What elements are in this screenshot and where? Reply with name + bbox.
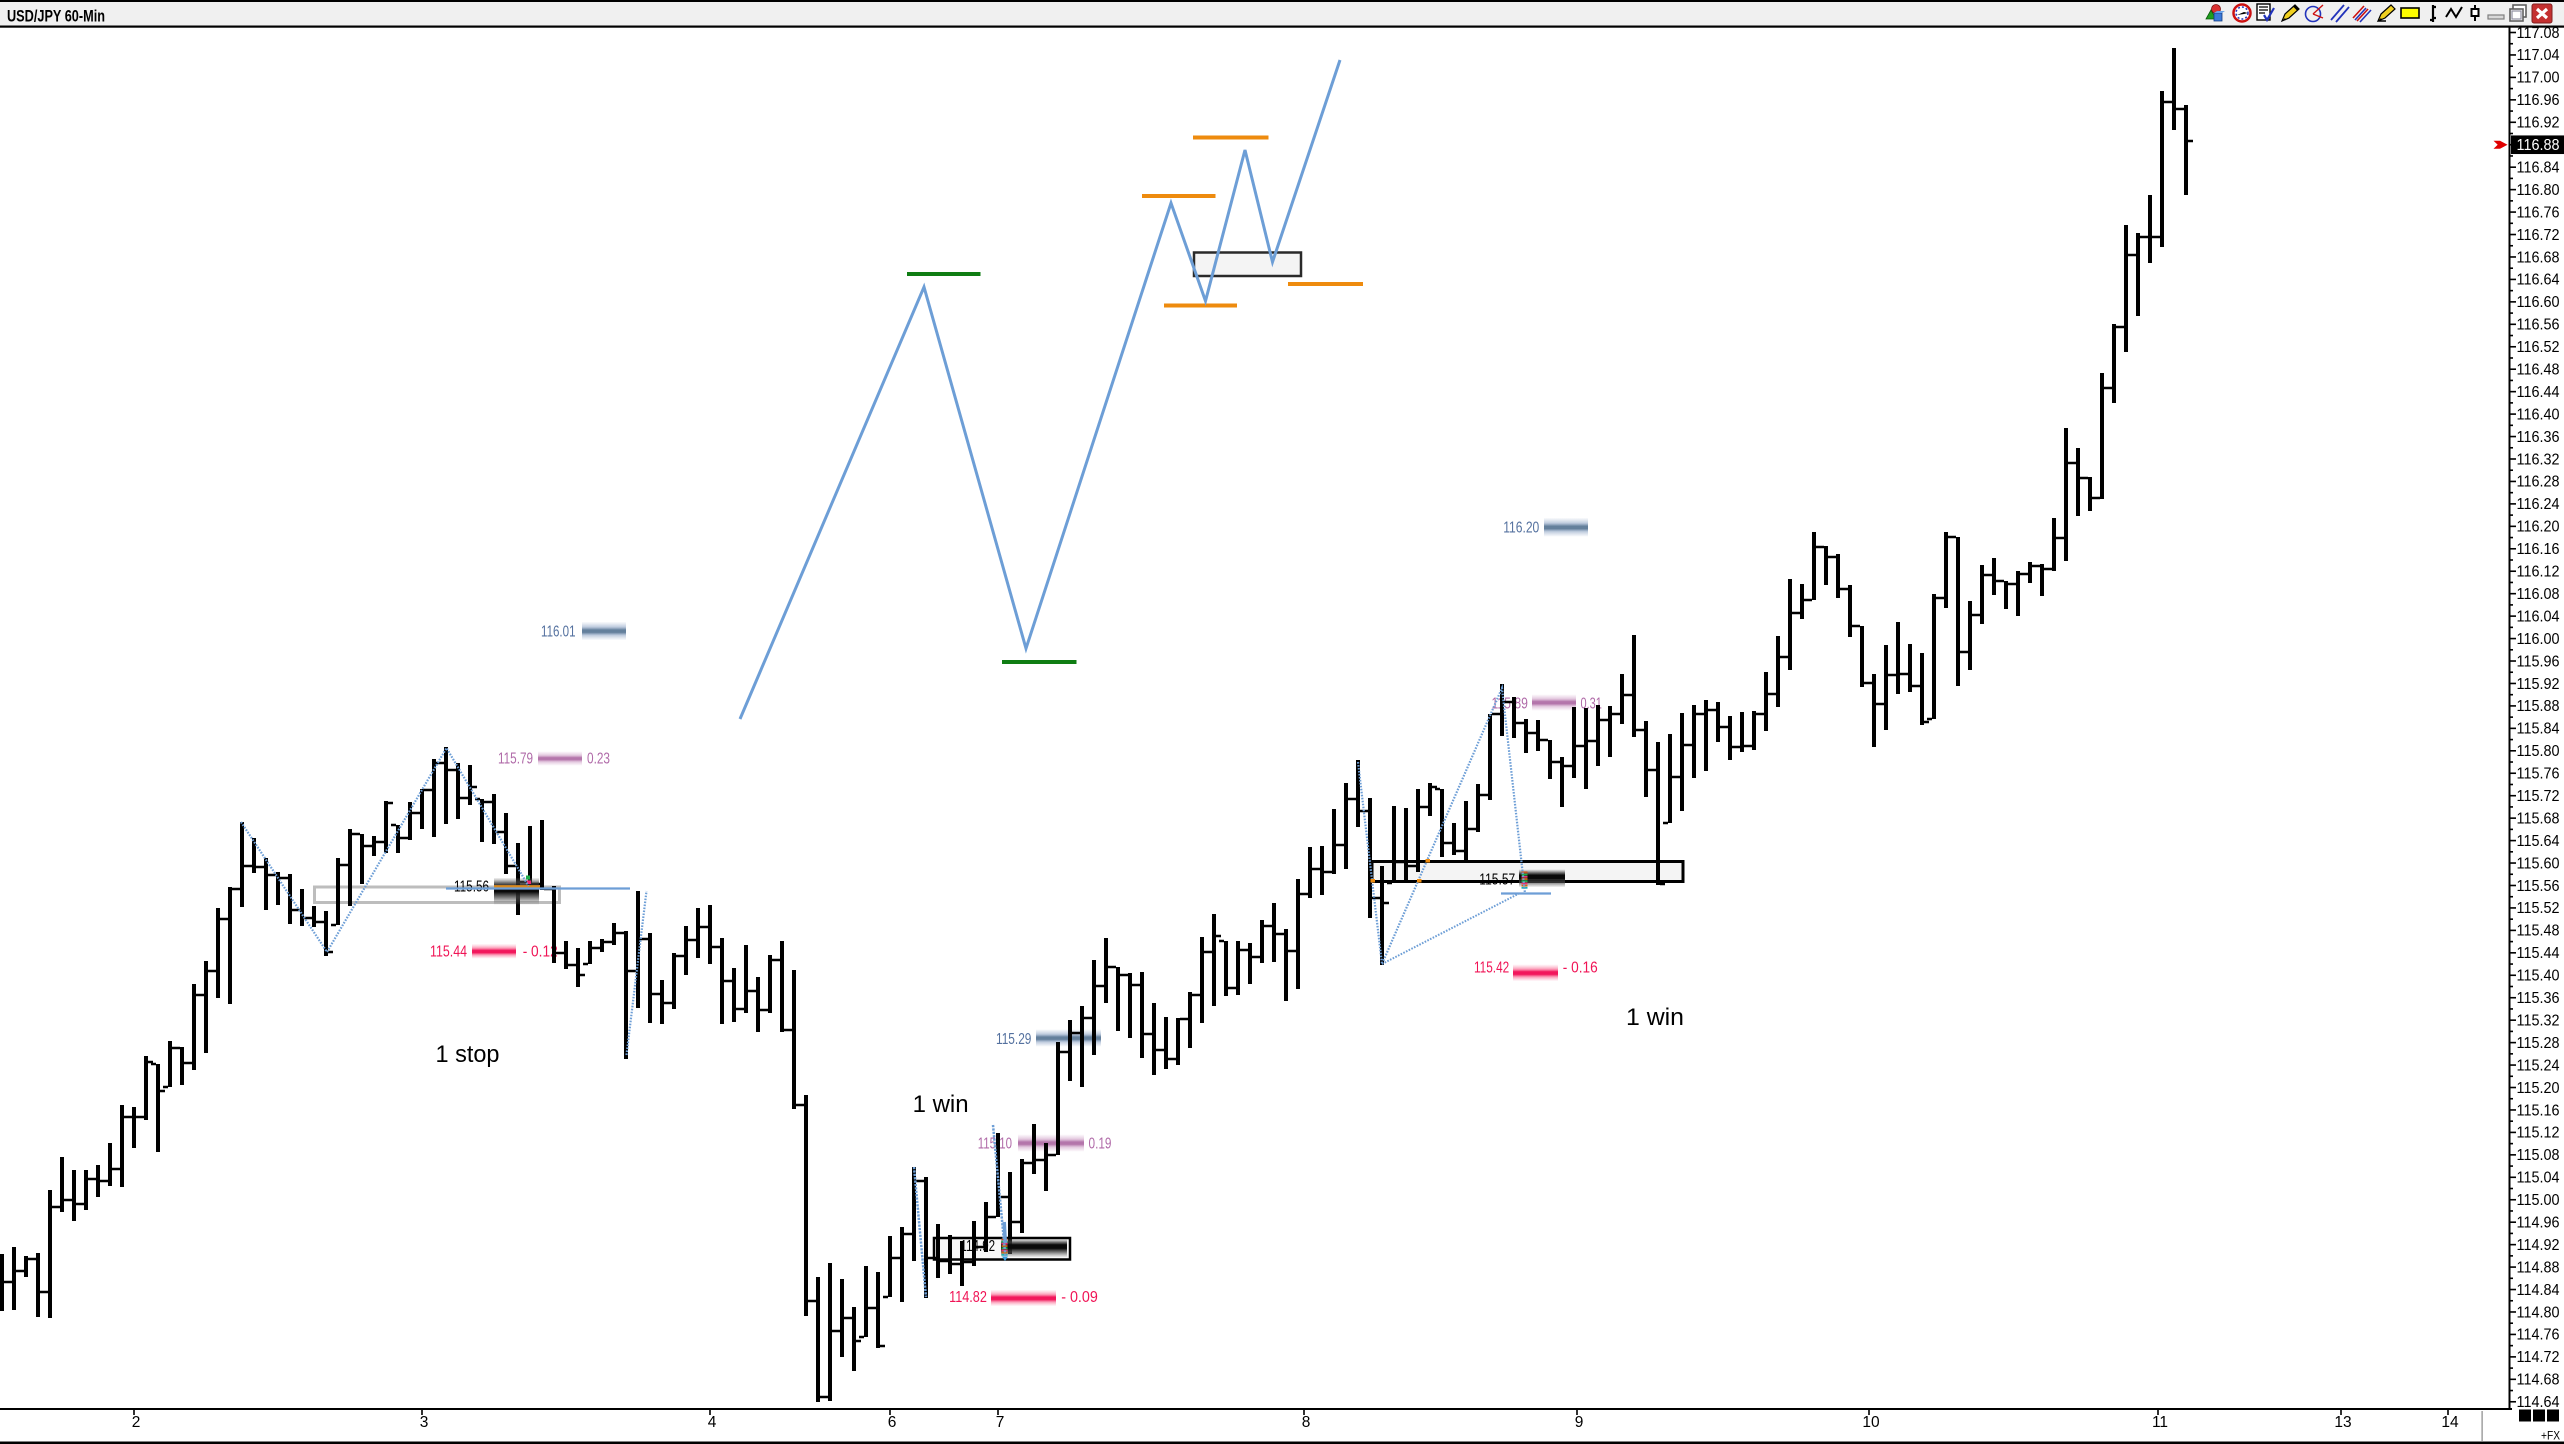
svg-text:115.92: 115.92 bbox=[2517, 676, 2560, 693]
svg-text:115.20: 115.20 bbox=[2517, 1080, 2560, 1097]
svg-text:114.72: 114.72 bbox=[2517, 1349, 2560, 1366]
svg-text:7: 7 bbox=[996, 1414, 1005, 1431]
svg-text:- 0.12: - 0.12 bbox=[523, 944, 558, 961]
svg-text:115.60: 115.60 bbox=[2517, 855, 2560, 872]
svg-text:115.16: 115.16 bbox=[2517, 1102, 2560, 1119]
svg-text:116.01: 116.01 bbox=[541, 624, 576, 641]
svg-text:115.96: 115.96 bbox=[2517, 653, 2560, 670]
svg-text:117.00: 117.00 bbox=[2517, 70, 2560, 87]
svg-text:115.32: 115.32 bbox=[2517, 1012, 2560, 1029]
svg-text:114.64: 114.64 bbox=[2517, 1394, 2560, 1411]
svg-text:115.72: 115.72 bbox=[2517, 788, 2560, 805]
svg-text:115.44: 115.44 bbox=[2517, 945, 2560, 962]
svg-text:4: 4 bbox=[708, 1414, 717, 1431]
svg-text:115.64: 115.64 bbox=[2517, 833, 2560, 850]
svg-text:115.79: 115.79 bbox=[498, 751, 533, 768]
svg-text:115.56: 115.56 bbox=[2517, 878, 2560, 895]
svg-text:0.19: 0.19 bbox=[1089, 1136, 1112, 1153]
svg-text:114.82: 114.82 bbox=[949, 1289, 987, 1306]
svg-text:114.76: 114.76 bbox=[2517, 1327, 2560, 1344]
svg-text:6: 6 bbox=[888, 1414, 897, 1431]
svg-text:115.24: 115.24 bbox=[2517, 1057, 2560, 1074]
svg-text:115.44: 115.44 bbox=[430, 944, 467, 961]
svg-text:116.52: 116.52 bbox=[2517, 339, 2560, 356]
svg-text:116.12: 116.12 bbox=[2517, 564, 2560, 581]
svg-text:114.84: 114.84 bbox=[2517, 1282, 2560, 1299]
svg-text:116.56: 116.56 bbox=[2517, 317, 2560, 334]
svg-text:115.28: 115.28 bbox=[2517, 1035, 2560, 1052]
svg-text:116.44: 116.44 bbox=[2517, 384, 2560, 401]
svg-text:115.57: 115.57 bbox=[1479, 872, 1515, 889]
svg-text:115.80: 115.80 bbox=[2517, 743, 2560, 760]
svg-text:1 win: 1 win bbox=[913, 1091, 969, 1118]
svg-text:114.96: 114.96 bbox=[2517, 1214, 2560, 1231]
svg-text:3: 3 bbox=[420, 1414, 429, 1431]
svg-text:114.80: 114.80 bbox=[2517, 1304, 2560, 1321]
svg-text:115.42: 115.42 bbox=[1474, 960, 1509, 977]
svg-text:116.92: 116.92 bbox=[2517, 115, 2560, 132]
svg-text:116.00: 116.00 bbox=[2517, 631, 2560, 648]
svg-text:115.56: 115.56 bbox=[454, 879, 489, 896]
svg-text:116.72: 116.72 bbox=[2517, 227, 2560, 244]
svg-text:116.80: 116.80 bbox=[2517, 182, 2560, 199]
svg-text:115.84: 115.84 bbox=[2517, 721, 2560, 738]
svg-text:USD/JPY 60-Min: USD/JPY 60-Min bbox=[7, 8, 105, 26]
svg-text:116.24: 116.24 bbox=[2517, 496, 2560, 513]
svg-text:116.84: 116.84 bbox=[2517, 159, 2560, 176]
svg-text:116.20: 116.20 bbox=[2517, 519, 2560, 536]
svg-text:114.92: 114.92 bbox=[2517, 1237, 2560, 1254]
svg-text:8: 8 bbox=[1302, 1414, 1311, 1431]
svg-text:- 0.09: - 0.09 bbox=[1061, 1289, 1098, 1306]
svg-text:116.96: 116.96 bbox=[2517, 92, 2560, 109]
svg-text:1 win: 1 win bbox=[1626, 1004, 1684, 1031]
svg-text:116.48: 116.48 bbox=[2517, 362, 2560, 379]
svg-text:116.16: 116.16 bbox=[2517, 541, 2560, 558]
svg-text:- 0.16: - 0.16 bbox=[1563, 960, 1598, 977]
svg-text:116.40: 116.40 bbox=[2517, 406, 2560, 423]
svg-text:116.76: 116.76 bbox=[2517, 204, 2560, 221]
svg-text:116.08: 116.08 bbox=[2517, 586, 2560, 603]
svg-text:115.36: 115.36 bbox=[2517, 990, 2560, 1007]
svg-text:114.88: 114.88 bbox=[2517, 1259, 2560, 1276]
svg-text:2: 2 bbox=[132, 1414, 141, 1431]
svg-text:116.60: 116.60 bbox=[2517, 294, 2560, 311]
svg-text:14: 14 bbox=[2441, 1414, 2459, 1431]
svg-text:115.88: 115.88 bbox=[2517, 698, 2560, 715]
svg-text:11: 11 bbox=[2152, 1414, 2168, 1431]
svg-text:116.36: 116.36 bbox=[2517, 429, 2560, 446]
svg-text:115.12: 115.12 bbox=[2517, 1125, 2560, 1142]
svg-text:116.32: 116.32 bbox=[2517, 451, 2560, 468]
svg-text:0.23: 0.23 bbox=[587, 751, 610, 768]
svg-text:+FX: +FX bbox=[2541, 1429, 2560, 1443]
svg-text:115.68: 115.68 bbox=[2517, 810, 2560, 827]
svg-text:115.48: 115.48 bbox=[2517, 923, 2560, 940]
svg-text:115.40: 115.40 bbox=[2517, 968, 2560, 985]
svg-text:116.20: 116.20 bbox=[1503, 520, 1539, 537]
svg-text:115.29: 115.29 bbox=[996, 1031, 1031, 1048]
svg-text:116.28: 116.28 bbox=[2517, 474, 2560, 491]
svg-text:117.04: 117.04 bbox=[2517, 47, 2560, 64]
svg-text:115.52: 115.52 bbox=[2517, 900, 2560, 917]
svg-text:117.08: 117.08 bbox=[2517, 25, 2560, 42]
svg-text:1 stop: 1 stop bbox=[436, 1041, 500, 1068]
svg-text:116.88: 116.88 bbox=[2517, 137, 2560, 154]
svg-text:114.68: 114.68 bbox=[2517, 1372, 2560, 1389]
svg-text:10: 10 bbox=[1862, 1414, 1880, 1431]
svg-text:116.64: 116.64 bbox=[2517, 272, 2560, 289]
svg-text:116.68: 116.68 bbox=[2517, 249, 2560, 266]
svg-text:115.08: 115.08 bbox=[2517, 1147, 2560, 1164]
svg-text:116.04: 116.04 bbox=[2517, 608, 2560, 625]
svg-text:9: 9 bbox=[1575, 1414, 1584, 1431]
svg-text:115.04: 115.04 bbox=[2517, 1170, 2560, 1187]
svg-text:13: 13 bbox=[2334, 1414, 2351, 1431]
svg-text:115.00: 115.00 bbox=[2517, 1192, 2560, 1209]
svg-text:115.76: 115.76 bbox=[2517, 766, 2560, 783]
